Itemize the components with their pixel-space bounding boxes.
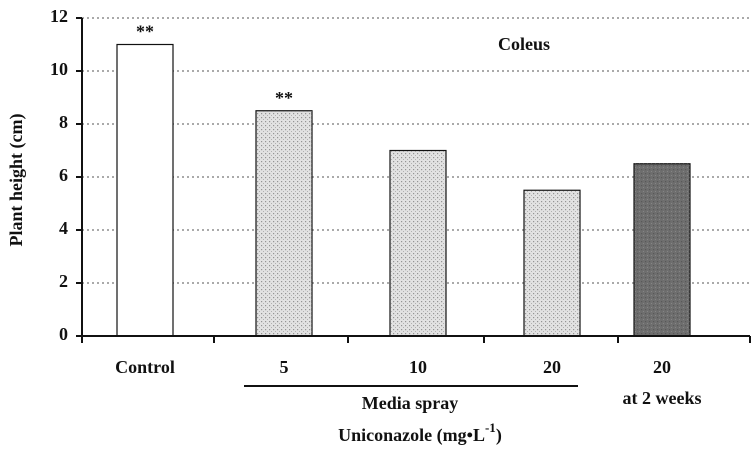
y-tick-label: 10 [50,59,68,79]
x-tick-label: 20 [543,357,561,377]
x-label-suffix: ) [496,425,502,446]
x-tick-label: 20 [653,357,671,377]
bar-texture [390,150,446,336]
significance: ** [275,88,293,108]
x-tick-label: Control [115,357,175,377]
y-tick-label: 8 [59,112,68,132]
x-tick-label: 10 [409,357,427,377]
x-axis-label: Uniconazole (mg•L-1) [338,420,502,446]
y-tick-label: 4 [59,218,68,238]
bar-texture [256,110,312,336]
x-label-sup: -1 [485,420,496,435]
y-tick-label: 12 [50,6,68,26]
y-tick-label: 6 [59,165,68,185]
x-label-text: Uniconazole (mg•L [338,425,485,446]
bar-texture [634,163,690,336]
group-label: Media spray [362,393,459,413]
bar [116,43,174,337]
y-tick-label: 0 [59,324,68,344]
y-axis-label: Plant height (cm) [6,114,27,247]
category-note: at 2 weeks [623,388,702,408]
significance: ** [136,22,154,42]
x-tick-label: 5 [280,357,289,377]
bar-texture [524,190,580,336]
annotation: Coleus [498,34,550,54]
y-tick-label: 2 [59,271,68,291]
